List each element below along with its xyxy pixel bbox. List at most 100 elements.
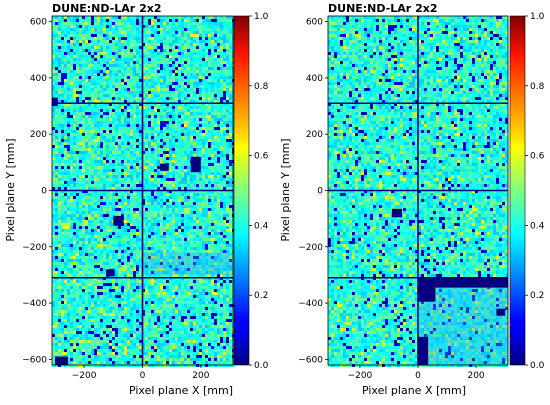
heatmap-cell	[106, 49, 109, 52]
heatmap-cell	[148, 94, 151, 97]
heatmap-cell	[130, 85, 133, 88]
heatmap-cell	[112, 172, 115, 175]
heatmap-cell	[55, 256, 58, 259]
heatmap-cell	[58, 61, 61, 64]
heatmap-cell	[163, 217, 166, 220]
heatmap-cell	[70, 349, 73, 352]
heatmap-cell	[139, 187, 142, 190]
heatmap-cell	[139, 28, 142, 31]
heatmap-cell	[139, 106, 142, 109]
heatmap-cell	[127, 142, 130, 145]
heatmap-cell	[133, 115, 136, 118]
heatmap-cell	[157, 169, 160, 172]
heatmap-cell	[70, 319, 73, 322]
heatmap-cell	[55, 184, 58, 187]
heatmap-cell	[106, 19, 109, 22]
heatmap-cell	[145, 82, 148, 85]
heatmap-cell	[115, 349, 118, 352]
heatmap-cell	[112, 64, 115, 67]
heatmap-cell	[106, 289, 109, 292]
heatmap-cell	[127, 94, 130, 97]
heatmap-cell	[109, 112, 112, 115]
heatmap-cell	[163, 343, 166, 346]
heatmap-cell	[148, 127, 151, 130]
heatmap-cell	[118, 136, 121, 139]
heatmap-cell	[112, 247, 115, 250]
heatmap-cell	[55, 73, 58, 76]
heatmap-cell	[139, 274, 142, 277]
heatmap-cell	[100, 67, 103, 70]
heatmap-cell	[73, 271, 76, 274]
heatmap-cell	[82, 223, 85, 226]
heatmap-cell	[61, 103, 64, 106]
heatmap-cell	[52, 220, 55, 223]
heatmap-cell	[160, 307, 163, 310]
heatmap-cell	[124, 148, 127, 151]
heatmap-cell	[112, 181, 115, 184]
heatmap-cell	[166, 229, 169, 232]
heatmap-cell	[160, 133, 163, 136]
heatmap-cell	[58, 22, 61, 25]
heatmap-cell	[58, 166, 61, 169]
heatmap-cell	[169, 31, 172, 34]
heatmap-cell	[55, 154, 58, 157]
heatmap-cell	[157, 34, 160, 37]
heatmap-cell	[157, 172, 160, 175]
heatmap-cell	[76, 52, 79, 55]
heatmap-cell	[139, 223, 142, 226]
heatmap-cell	[91, 139, 94, 142]
heatmap-cell	[106, 322, 109, 325]
heatmap-cell	[169, 148, 172, 151]
heatmap-cell	[175, 193, 178, 196]
heatmap-cell	[70, 334, 73, 337]
heatmap-cell	[76, 70, 79, 73]
heatmap-cell	[130, 94, 133, 97]
heatmap-cell	[151, 238, 154, 241]
heatmap-cell	[76, 112, 79, 115]
heatmap-cell	[85, 172, 88, 175]
heatmap-cell	[109, 205, 112, 208]
heatmap-cell	[169, 73, 172, 76]
heatmap-cell	[115, 199, 118, 202]
heatmap-cell	[130, 202, 133, 205]
heatmap-cell	[67, 103, 70, 106]
heatmap-cell	[160, 88, 163, 91]
heatmap-cell	[121, 61, 124, 64]
heatmap-cell	[82, 295, 85, 298]
heatmap-cell	[91, 154, 94, 157]
heatmap-cell	[133, 271, 136, 274]
heatmap-cell	[115, 229, 118, 232]
heatmap-cell	[79, 259, 82, 262]
heatmap-cell	[157, 364, 160, 367]
heatmap-cell	[148, 238, 151, 241]
heatmap-cell	[55, 61, 58, 64]
heatmap-cell	[64, 280, 67, 283]
heatmap-cell	[118, 322, 121, 325]
heatmap-cell	[88, 127, 91, 130]
heatmap-cell	[94, 55, 97, 58]
heatmap-cell	[106, 241, 109, 244]
heatmap-cell	[151, 25, 154, 28]
heatmap-cell	[172, 133, 175, 136]
heatmap-cell	[79, 130, 82, 133]
heatmap-cell	[109, 88, 112, 91]
heatmap-cell	[52, 253, 55, 256]
heatmap-cell	[103, 181, 106, 184]
heatmap-cell	[58, 220, 61, 223]
heatmap-cell	[172, 16, 175, 19]
heatmap-cell	[112, 322, 115, 325]
heatmap-cell	[97, 52, 100, 55]
heatmap-cell	[157, 316, 160, 319]
heatmap-cell	[130, 55, 133, 58]
heatmap-cell	[97, 217, 100, 220]
heatmap-cell	[58, 85, 61, 88]
heatmap-cell	[136, 208, 139, 211]
heatmap-cell	[154, 88, 157, 91]
heatmap-cell	[118, 274, 121, 277]
heatmap-cell	[88, 64, 91, 67]
heatmap-cell	[100, 346, 103, 349]
heatmap-cell	[106, 16, 109, 19]
heatmap-cell	[145, 250, 148, 253]
heatmap-cell	[82, 316, 85, 319]
heatmap-cell	[127, 64, 130, 67]
